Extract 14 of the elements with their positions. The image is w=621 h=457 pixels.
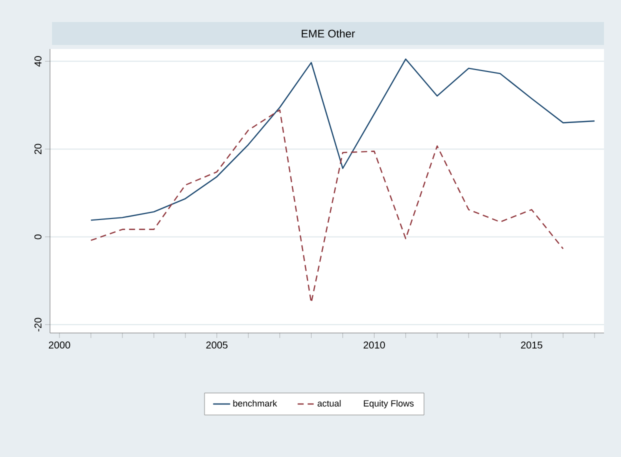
- legend-label: benchmark: [233, 400, 278, 407]
- legend-label: actual: [318, 400, 341, 407]
- y-tick-label: 20: [34, 144, 42, 154]
- x-tick-label: 2010: [364, 342, 385, 349]
- y-tick-label: 0: [34, 234, 42, 240]
- x-tick-label: 2005: [206, 342, 228, 349]
- x-tick-label: 2000: [48, 342, 70, 349]
- line-series: [90, 109, 564, 304]
- line-series: [90, 58, 596, 221]
- y-tick-label: 40: [34, 56, 42, 67]
- legend-title: Equity Flows: [364, 400, 414, 408]
- chart-title: EME Other: [302, 29, 355, 38]
- y-tick-label: -20: [34, 318, 42, 332]
- x-tick-label: 2015: [521, 342, 542, 349]
